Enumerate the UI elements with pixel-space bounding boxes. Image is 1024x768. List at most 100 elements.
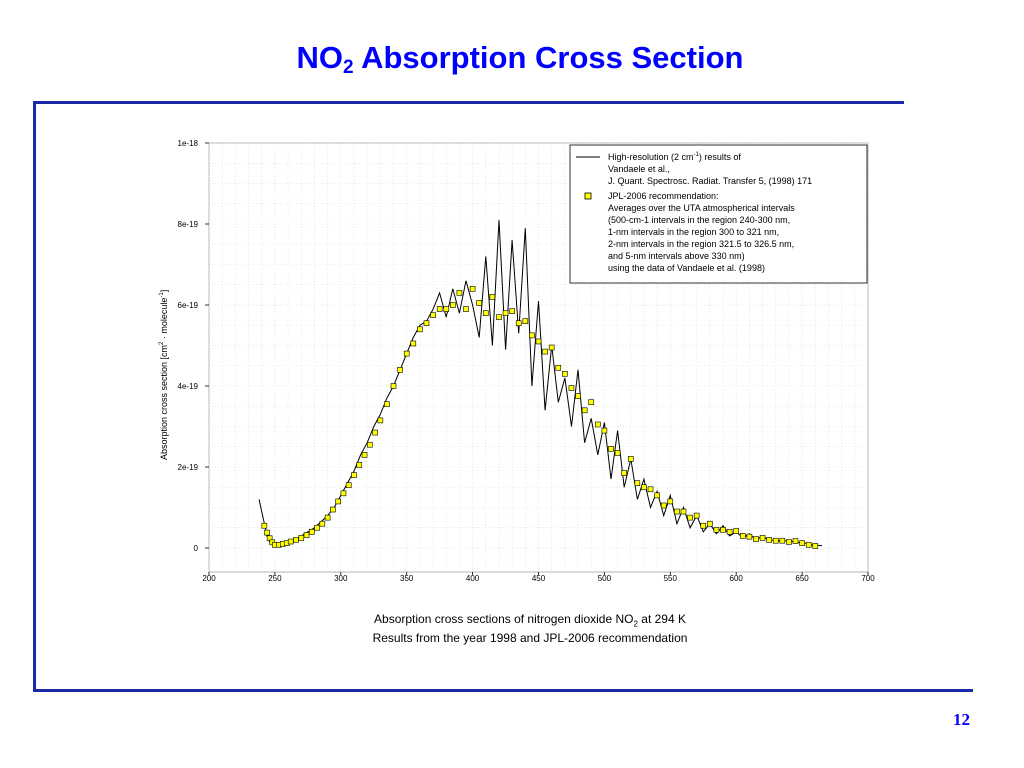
x-tick-label: 650 (795, 574, 809, 583)
jpl-2006-marker (366, 441, 373, 448)
jpl-2006-marker (361, 452, 368, 458)
jpl-2006-marker (667, 498, 674, 505)
jpl-2006-marker (812, 543, 819, 549)
legend-line-label-3: J. Quant. Spectrosc. Radiat. Transfer 5,… (608, 176, 812, 186)
jpl-2006-marker (805, 541, 812, 548)
x-tick-label: 700 (861, 574, 875, 583)
jpl-2006-marker (753, 536, 759, 542)
jpl-2006-marker (707, 520, 713, 527)
slide-title: NO2 Absorption Cross Section (0, 40, 1024, 79)
jpl-2006-marker (430, 312, 436, 318)
jpl-2006-marker (417, 326, 423, 333)
jpl-2006-marker (443, 306, 450, 312)
jpl-2006-marker (766, 537, 772, 543)
jpl-2006-marker (384, 401, 390, 408)
jpl-2006-marker (726, 528, 733, 535)
x-tick-label: 500 (598, 574, 612, 583)
jpl-2006-marker (356, 462, 363, 468)
x-tick-label: 200 (202, 574, 216, 583)
jpl-2006-marker (264, 529, 270, 536)
grid (208, 142, 869, 572)
jpl-2006-marker (496, 314, 502, 320)
jpl-2006-marker (614, 450, 621, 456)
caption-line-1: Absorption cross sections of nitrogen di… (374, 612, 686, 629)
jpl-2006-marker (372, 429, 378, 436)
jpl-2006-marker (314, 524, 320, 531)
legend-box (569, 144, 868, 284)
jpl-2006-marker (287, 538, 294, 545)
legend-marker-swatch (584, 192, 592, 200)
jpl-2006-marker (621, 470, 627, 476)
x-tick-label: 350 (400, 574, 414, 583)
jpl-2006-marker (397, 366, 403, 373)
jpl-2006-marker (330, 506, 336, 513)
jpl-2006-marker (542, 348, 548, 355)
jpl-2006-marker (319, 520, 326, 527)
y-tick-label: 1e-18 (178, 139, 199, 148)
jpl-2006-marker (555, 364, 562, 371)
y-tick-label: 6e-19 (178, 301, 199, 310)
jpl-2006-marker (562, 371, 568, 377)
jpl-2006-marker (482, 310, 489, 316)
jpl-2006-marker (390, 383, 397, 389)
jpl-2006-marker (529, 332, 535, 339)
legend-marker-label-3: (500-cm-1 intervals in the region 240-30… (608, 215, 790, 225)
jpl-2006-marker (522, 318, 529, 325)
jpl-2006-marker (324, 514, 331, 521)
jpl-2006-marker (535, 338, 542, 345)
jpl-2006-marker (261, 522, 268, 529)
jpl-2006-marker (799, 540, 805, 546)
jpl-2006-marker (713, 526, 720, 533)
bottom-rule (33, 689, 973, 692)
jpl-2006-marker (595, 421, 601, 428)
jpl-2006-marker (568, 385, 575, 391)
jpl-2006-marker (309, 528, 315, 535)
axes: 200 250 300 350 400 450 500 550 600 650 700 0 2e-19 4… (178, 139, 876, 583)
jpl-2006-marker (746, 533, 753, 540)
title-main: NO (296, 40, 344, 75)
jpl-2006-marker (634, 480, 641, 487)
jpl-2006-marker (509, 308, 515, 314)
top-rule (35, 101, 904, 104)
jpl-2006-marker (450, 302, 456, 308)
x-tick-label: 600 (730, 574, 744, 583)
legend-marker-label-1: JPL-2006 recommendation: (608, 191, 719, 201)
jpl-2006-marker (792, 538, 799, 544)
jpl-2006-marker (502, 310, 509, 316)
jpl-2006-marker (403, 350, 410, 357)
jpl-2006-marker (693, 512, 700, 519)
jpl-2006-marker (303, 532, 310, 538)
jpl-2006-marker (515, 320, 522, 327)
legend-line-label-2: Vandaele et al., (608, 164, 670, 174)
jpl-2006-marker (627, 456, 634, 462)
legend-marker-label-5: 2-nm intervals in the region 321.5 to 32… (608, 239, 794, 249)
jpl-2006-marker (772, 537, 779, 544)
left-rule (33, 101, 36, 691)
y-tick-label: 4e-19 (178, 382, 199, 391)
jpl-2006-marker (489, 294, 496, 300)
jpl-2006-marker (647, 486, 654, 493)
jpl-2006-marker (739, 533, 746, 539)
jpl-2006-marker (575, 393, 581, 399)
jpl-2006-marker (423, 320, 430, 327)
jpl-2006-marker (377, 417, 384, 424)
jpl-2006-marker (476, 300, 482, 306)
jpl-2006-marker (345, 482, 352, 489)
jpl-2006-marker (674, 508, 680, 515)
jpl-2006-marker (779, 537, 786, 544)
jpl-2006-marker (601, 427, 608, 434)
title-rest: Absorption Cross Section (353, 40, 744, 75)
page-number: 12 (953, 710, 970, 729)
jpl-2006-marker (293, 537, 299, 543)
jpl-2006-marker (340, 490, 347, 497)
jpl-2006-marker (680, 508, 687, 515)
legend-line-label-1: High-resolution (2 cm-1) results of (608, 152, 741, 162)
jpl-2006-marker (410, 340, 417, 347)
x-tick-label: 250 (268, 574, 282, 583)
jpl-2006-marker (456, 290, 463, 296)
x-tick-label: 300 (334, 574, 348, 583)
x-tick-label: 450 (532, 574, 546, 583)
jpl-2006-marker (463, 306, 469, 312)
jpl-2006-series (261, 285, 819, 549)
